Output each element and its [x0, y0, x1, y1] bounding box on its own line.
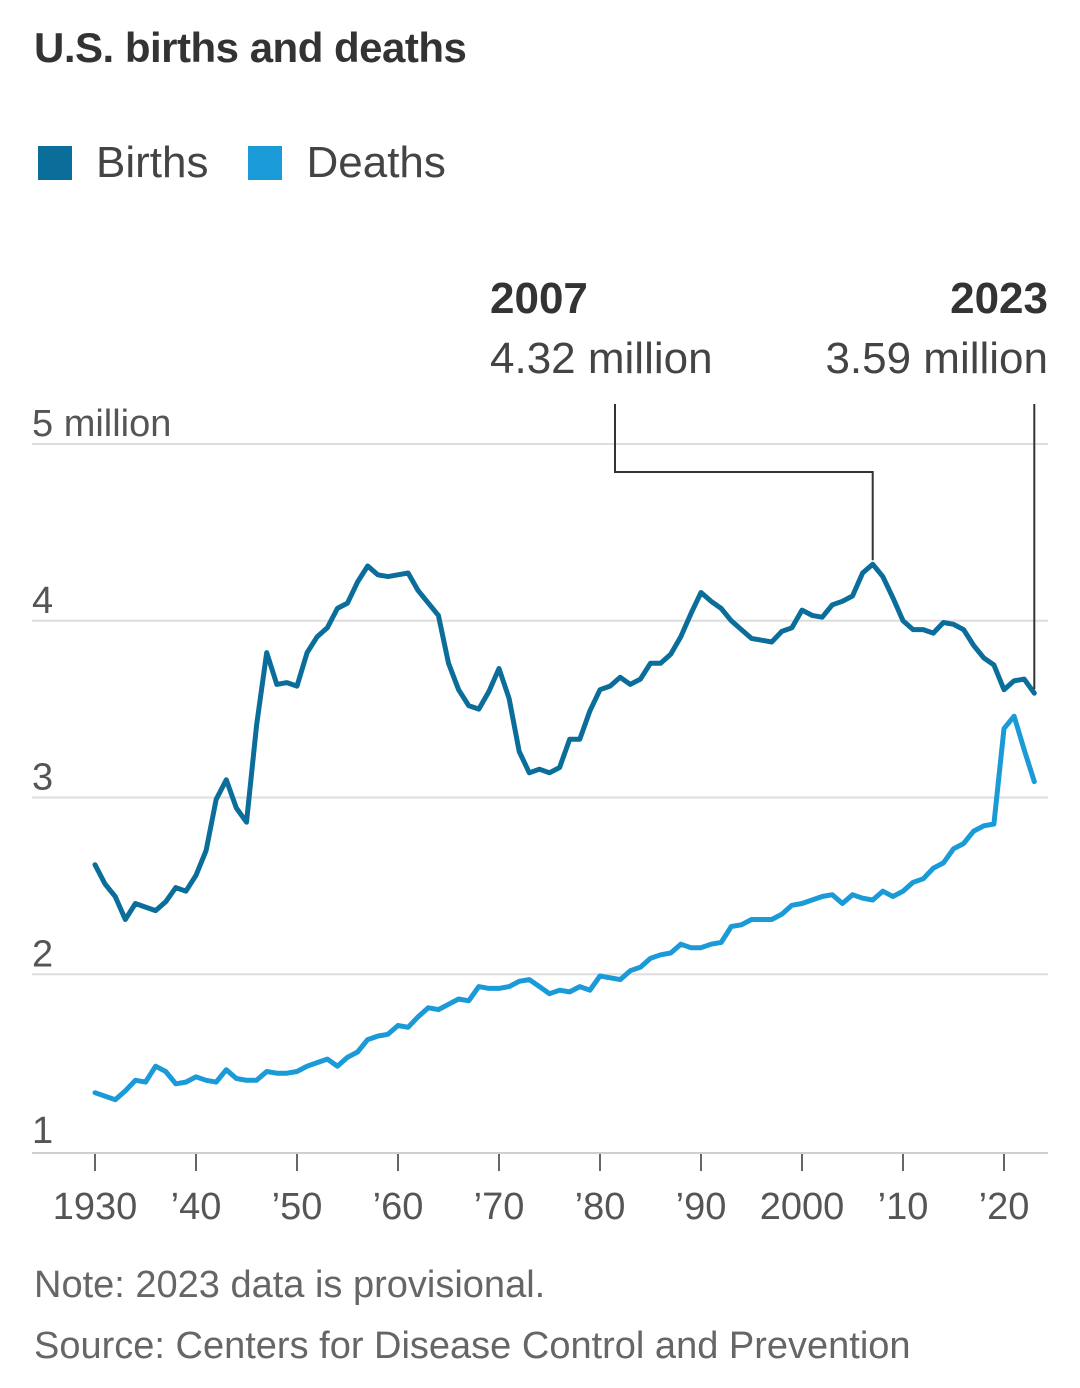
y-tick-label: 1: [32, 1110, 53, 1152]
gridlines: [32, 443, 1048, 1154]
x-tick-label: 1930: [53, 1186, 138, 1228]
annotation-value-2007: 4.32 million: [490, 334, 713, 383]
legend-item-deaths: Deaths: [248, 138, 446, 188]
x-tick-label: ’40: [171, 1186, 222, 1228]
source-text: Source: Centers for Disease Control and …: [34, 1325, 911, 1367]
x-tick-label: ’50: [272, 1186, 323, 1228]
series-line-births: [92, 561, 1037, 922]
births-swatch: [38, 146, 72, 180]
y-tick-label: 3: [32, 757, 53, 799]
x-tick-label: ’10: [878, 1186, 929, 1228]
x-tick-label: ’70: [474, 1186, 525, 1228]
annotation-leader-2007: [614, 404, 874, 561]
x-tick-label: ’90: [676, 1186, 727, 1228]
annotation-year-2023: 2023: [950, 274, 1048, 323]
legend-label-births: Births: [96, 138, 209, 187]
chart-title: U.S. births and deaths: [34, 24, 467, 71]
line-chart: 1 2 3 4 5 million 1930 ’40 ’50 ’60 ’70 ’80 ’90 2000…: [32, 274, 1048, 1228]
note-text: Note: 2023 data is provisional.: [34, 1264, 546, 1306]
annotation-year-2007: 2007: [490, 274, 588, 323]
annotations: 2007 4.32 million 2023 3.59 million: [490, 274, 1048, 690]
legend: Births Deaths: [38, 138, 486, 188]
x-axis-ticks: 1930 ’40 ’50 ’60 ’70 ’80 ’90 2000 ’10 ’20: [53, 1154, 1030, 1228]
x-tick-label: 2000: [760, 1186, 845, 1228]
series-line-deaths: [92, 713, 1037, 1103]
legend-label-deaths: Deaths: [306, 138, 446, 187]
series-lines: [92, 561, 1037, 1103]
deaths-swatch: [248, 146, 283, 180]
x-tick-label: ’20: [979, 1186, 1030, 1228]
y-tick-label: 2: [32, 933, 53, 975]
x-tick-label: ’60: [373, 1186, 424, 1228]
legend-item-births: Births: [38, 138, 208, 188]
x-tick-label: ’80: [575, 1186, 626, 1228]
y-tick-label: 5 million: [32, 403, 171, 445]
y-tick-label: 4: [32, 580, 53, 622]
annotation-value-2023: 3.59 million: [825, 334, 1048, 383]
y-axis-ticks: 1 2 3 4 5 million: [32, 403, 171, 1152]
